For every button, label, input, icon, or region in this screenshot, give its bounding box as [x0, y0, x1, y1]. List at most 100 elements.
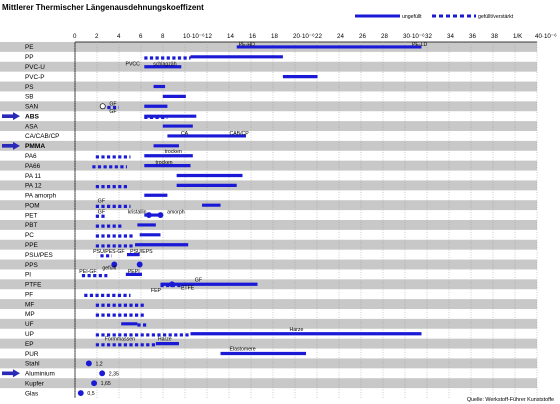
row-band-ps: [0, 81, 537, 92]
x-tick-label: 22: [315, 33, 322, 40]
annotation-psu-pes: PSU/EPS: [130, 249, 153, 255]
row-band-pmma: [0, 140, 537, 151]
x-tick-label: 6: [139, 33, 143, 40]
point-pet: [157, 212, 164, 219]
row-label-pvc-p: PVC-P: [25, 74, 45, 81]
legend-label-dashed: gefüllt/verstärkt: [478, 14, 514, 20]
row-label-ptfe: PTFE: [25, 282, 41, 289]
annotation-pet: kristallin: [128, 210, 147, 216]
row-band-pa66: [0, 160, 537, 171]
row-labels: PE PP PVC-U PVC-P PS SB SAN ABS ASA CA/CAB/CP PMMA…: [25, 44, 59, 397]
x-tick-label: 20·10⁻⁶: [293, 33, 315, 40]
annotation-abs: GF: [109, 109, 116, 115]
row-label-psu-pes: PSU/PES: [25, 252, 53, 259]
points: [77, 103, 175, 397]
annotation-ca-cab-cp: CAB/CP: [229, 131, 249, 137]
point-stahl: [85, 360, 92, 367]
annotation-pps: gefüllt: [102, 265, 116, 271]
point-aluminium: [99, 370, 106, 377]
row-band-pps: [0, 259, 537, 270]
x-tick-label: 40·10⁻⁶: [535, 33, 557, 40]
annotation-san: GF: [109, 101, 116, 107]
annotation-ptfe: ETFE: [181, 286, 195, 292]
row-band-pa-12: [0, 180, 537, 191]
x-tick-label: 24: [337, 33, 344, 40]
x-tick-label: 14: [227, 33, 234, 40]
annotation-pur: Elastomere: [229, 347, 255, 353]
x-tick-label: 1/K: [513, 33, 523, 40]
row-label-pmma: PMMA: [25, 143, 45, 150]
annotation-ep: Formmassen: [105, 337, 135, 343]
row-label-ppe: PPE: [25, 242, 38, 249]
x-tick-label: 4: [117, 33, 121, 40]
x-tick-label: 38: [491, 33, 498, 40]
annotation-pet: GF: [98, 210, 105, 216]
x-tick-label: 10·10⁻⁶: [183, 33, 205, 40]
row-label-stahl: Stahl: [25, 361, 40, 368]
row-label-mf: MF: [25, 301, 34, 308]
point-kupfer: [91, 380, 98, 387]
annotation-pe: PE-HD: [239, 42, 255, 48]
row-label-pe: PE: [25, 44, 34, 51]
row-label-pur: PUR: [25, 351, 39, 358]
row-label-mp: MP: [25, 311, 35, 318]
annotation-pi: PEI-GF: [79, 269, 96, 275]
row-label-pp: PP: [25, 54, 34, 61]
legend-label-solid: ungefüllt: [402, 14, 422, 20]
row-label-pa66: PA66: [25, 163, 41, 170]
x-tick-label: 2: [95, 33, 99, 40]
highlight-arrows: [2, 112, 20, 378]
annotation-pe: PE-LD: [412, 42, 428, 48]
row-band-pbt: [0, 220, 537, 230]
annotation-pvc-u: schlagzäh: [153, 61, 176, 67]
point-pet: [145, 212, 152, 219]
row-label-abs: ABS: [25, 113, 40, 120]
row-label-pa-11: PA 11: [25, 173, 42, 180]
row-label-pbt: PBT: [25, 222, 38, 229]
x-tick-labels: 0 2 4 6 8 10·10⁻⁶ 12 14 16 18 20·10⁻⁶ 22 24 26 28 30·10…: [73, 33, 557, 40]
row-band-uf: [0, 318, 537, 329]
annotation-ep: Harze: [158, 337, 172, 343]
highlight-arrow-abs: [2, 112, 20, 121]
annotation-aluminium: 2,35: [109, 371, 119, 377]
x-tick-label: 30·10⁻⁶: [403, 33, 425, 40]
row-bands: [0, 42, 537, 389]
row-band-pom: [0, 200, 537, 211]
annotation-pet: amorph: [167, 210, 185, 216]
x-tick-label: 26: [359, 33, 366, 40]
annotation-pa66: trocken: [156, 160, 173, 166]
x-tick-label: 28: [381, 33, 388, 40]
annotation-ptfe: GF: [195, 277, 202, 283]
annotation-pom: GF: [98, 199, 105, 205]
annotation-ptfe: FEP: [151, 288, 162, 294]
annotation-pi: PEPI: [128, 269, 140, 275]
legend: ungefüllt gefüllt/verstärkt: [355, 14, 514, 20]
annotation-up: Harze: [290, 327, 304, 333]
point-san: [99, 103, 106, 110]
row-band-san: [0, 101, 537, 112]
annotation-pmma: trocken: [165, 149, 182, 155]
x-tick-label: 12: [205, 33, 212, 40]
row-label-pi: PI: [25, 272, 31, 279]
row-label-ps: PS: [25, 84, 34, 91]
point-glas: [77, 390, 84, 397]
annotation-ca-cab-cp: CA: [181, 131, 189, 137]
x-tick-label: 18: [271, 33, 278, 40]
row-label-up: UP: [25, 331, 34, 338]
row-band-ep: [0, 338, 537, 349]
x-tick-label: 16: [249, 33, 256, 40]
row-band-asa: [0, 121, 537, 131]
row-label-san: SAN: [25, 104, 39, 111]
row-label-pvc-u: PVC-U: [25, 64, 45, 71]
row-label-pa6: PA6: [25, 153, 37, 160]
annotation-psu-pes: PSU/PES-GF: [93, 249, 124, 255]
row-label-pa-12: PA 12: [25, 183, 42, 190]
row-label-pa-amorph: PA amorph: [25, 193, 57, 200]
row-label-pps: PPS: [25, 262, 38, 269]
row-band-mf: [0, 299, 537, 309]
row-label-ca-cab-cp: CA/CAB/CP: [25, 133, 59, 140]
chart-title: Mittlerer Thermischer Längenausdehnungsk…: [2, 3, 204, 12]
row-band-ptfe: [0, 279, 537, 290]
x-tick-label: 36: [469, 33, 476, 40]
